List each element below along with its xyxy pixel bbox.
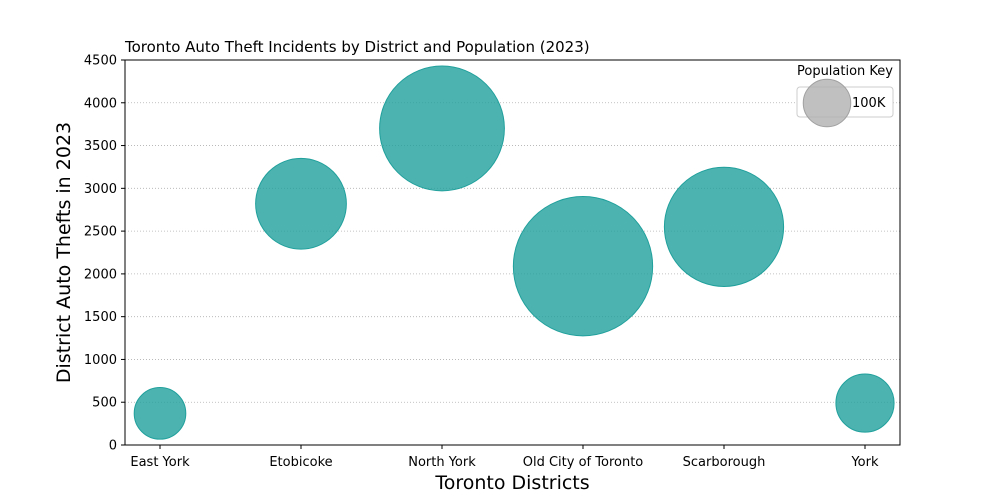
bubbles <box>133 65 895 440</box>
x-axis-ticks: East York Etobicoke North York Old City of … <box>130 445 879 470</box>
bubble-old-city-of-toronto <box>512 196 654 337</box>
bubble-york <box>835 373 895 433</box>
x-tick-label: Etobicoke <box>269 455 332 470</box>
y-tick-label: 2500 <box>84 225 117 240</box>
y-axis-ticks: 0 500 1000 1500 2000 2500 3000 3500 4000 4500 <box>84 54 125 454</box>
x-tick-label: East York <box>130 455 190 470</box>
legend-title: Population Key <box>797 64 893 79</box>
y-tick-label: 4500 <box>84 54 117 69</box>
legend-bubble <box>802 78 852 128</box>
x-tick-label: Old City of Toronto <box>523 455 644 470</box>
x-axis-label: Toronto Districts <box>434 472 589 494</box>
x-tick-label: North York <box>408 455 476 470</box>
grid-lines <box>125 59 900 446</box>
bubble-scarborough <box>663 166 785 287</box>
bubble-north-york <box>379 65 505 192</box>
x-tick-label: York <box>850 455 879 470</box>
y-tick-label: 3500 <box>84 139 117 154</box>
chart-title: Toronto Auto Theft Incidents by District… <box>124 38 590 56</box>
y-tick-label: 500 <box>92 396 117 411</box>
y-axis-label: District Auto Thefts in 2023 <box>53 122 75 383</box>
legend-label: 100K <box>852 96 886 111</box>
y-tick-label: 2000 <box>84 267 117 282</box>
y-tick-label: 1500 <box>84 310 117 325</box>
y-tick-label: 3000 <box>84 182 117 197</box>
plot-frame <box>124 59 901 446</box>
y-tick-label: 4000 <box>84 96 117 111</box>
y-tick-label: 1000 <box>84 353 117 368</box>
x-tick-label: Scarborough <box>683 455 766 470</box>
legend: Population Key 100K <box>796 64 894 128</box>
y-tick-label: 0 <box>109 439 117 454</box>
bubble-east-york <box>133 387 187 440</box>
bubble-etobicoke <box>255 157 347 250</box>
